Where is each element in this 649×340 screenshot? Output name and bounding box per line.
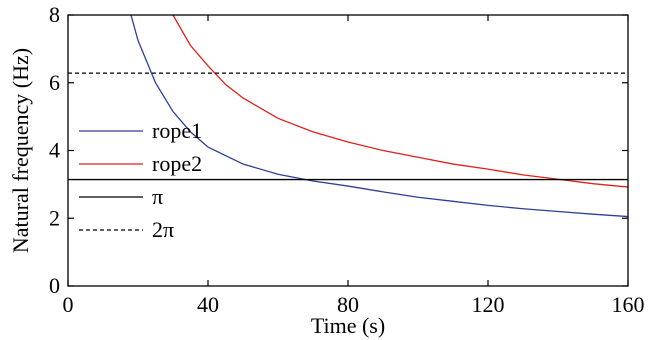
ticks-layer: 0 40 80 120 160 0 2 4 6 8	[49, 2, 645, 317]
y-tick-label: 4	[49, 138, 60, 163]
x-tick-label: 40	[197, 292, 219, 317]
series-line-rope2	[172, 15, 628, 188]
y-tick-label: 0	[49, 273, 60, 298]
x-tick-label: 120	[472, 292, 505, 317]
x-tick-label: 80	[337, 292, 359, 317]
series-layer	[68, 15, 628, 218]
x-tick-label: 0	[63, 292, 74, 317]
series-line-rope1	[130, 15, 628, 218]
x-tick-label: 160	[612, 292, 645, 317]
y-tick-label: 2	[49, 205, 60, 230]
y-tick-label: 8	[49, 2, 60, 27]
legend: rope1 rope2 π 2π	[79, 118, 202, 242]
legend-label-rope2: rope2	[152, 151, 202, 176]
legend-label-2pi: 2π	[152, 217, 174, 242]
y-axis-label: Natural frequency (Hz)	[8, 48, 33, 253]
legend-label-pi: π	[152, 184, 163, 209]
x-axis-label: Time (s)	[311, 313, 385, 338]
legend-label-rope1: rope1	[152, 118, 202, 143]
y-tick-label: 6	[49, 70, 60, 95]
